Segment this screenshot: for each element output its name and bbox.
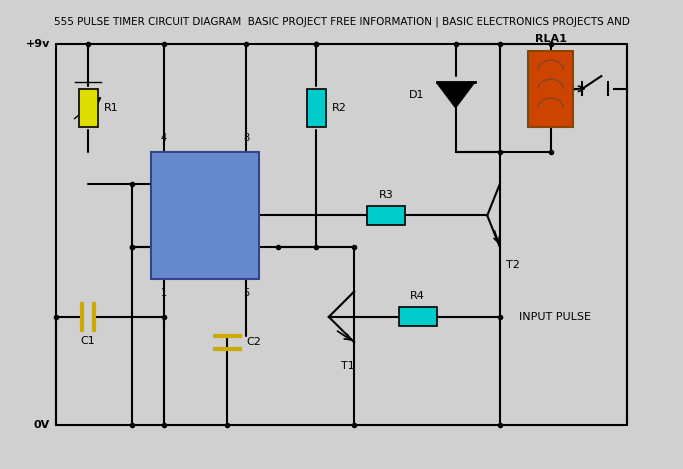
Text: D1: D1 [408, 90, 424, 100]
Text: IC1: IC1 [194, 197, 217, 209]
Text: 6: 6 [158, 249, 164, 258]
FancyBboxPatch shape [307, 89, 326, 127]
FancyBboxPatch shape [529, 51, 573, 127]
Text: 555: 555 [192, 222, 219, 234]
Text: 4: 4 [161, 133, 167, 143]
Text: R1: R1 [104, 103, 119, 113]
Text: RLA1: RLA1 [535, 34, 567, 45]
Text: +9v: +9v [26, 39, 50, 49]
Text: R4: R4 [410, 291, 425, 301]
Text: T2: T2 [506, 260, 520, 270]
Text: 8: 8 [243, 133, 249, 143]
Text: INPUT PULSE: INPUT PULSE [519, 312, 591, 322]
Text: 5: 5 [243, 288, 249, 298]
Text: T1: T1 [341, 361, 354, 371]
FancyBboxPatch shape [152, 152, 259, 279]
Text: C1: C1 [81, 336, 96, 346]
Text: 0V: 0V [33, 420, 50, 430]
FancyBboxPatch shape [367, 206, 405, 225]
Text: 2: 2 [247, 249, 253, 258]
FancyBboxPatch shape [79, 89, 98, 127]
Text: 3: 3 [247, 166, 253, 176]
Text: 555 PULSE TIMER CIRCUIT DIAGRAM  BASIC PROJECT FREE INFORMATION | BASIC ELECTRON: 555 PULSE TIMER CIRCUIT DIAGRAM BASIC PR… [53, 17, 630, 28]
FancyBboxPatch shape [398, 307, 436, 326]
Text: 7: 7 [158, 166, 164, 176]
Text: R3: R3 [378, 189, 393, 200]
Text: R2: R2 [332, 103, 347, 113]
Polygon shape [436, 83, 475, 108]
Text: C2: C2 [247, 337, 262, 347]
Text: 1: 1 [161, 288, 167, 298]
